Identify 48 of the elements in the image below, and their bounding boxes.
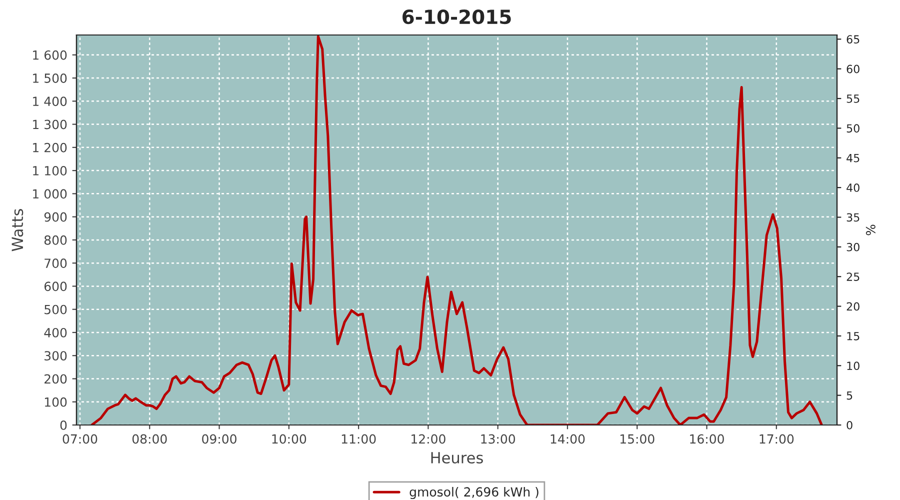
legend-label: gmosol( 2,696 kWh )	[410, 486, 538, 500]
y-tick-label: 100	[44, 397, 67, 407]
x-tick-label: 08:00	[132, 434, 167, 444]
y2-tick-label: 65	[846, 35, 860, 44]
y-tick-label: 1 100	[33, 166, 67, 176]
y2-tick-label: 35	[846, 213, 860, 222]
x-tick-label: 13:00	[481, 434, 516, 444]
y-tick-label: 1 400	[33, 96, 67, 106]
line-series	[90, 35, 823, 425]
y-tick-label: 400	[44, 328, 67, 338]
y-tick-label: 1 600	[33, 50, 67, 60]
y2-tick-label: 25	[846, 272, 860, 281]
y-tick-label: 0	[60, 420, 67, 430]
x-tick-label: 14:00	[550, 434, 585, 444]
chart-title: 6-10-2015	[402, 9, 511, 24]
y-tick-label: 900	[44, 212, 67, 222]
y2-tick-label: 15	[847, 332, 860, 340]
y2-tick-label: 45	[846, 154, 860, 162]
y2-tick-label: 55	[846, 94, 860, 103]
y2-tick-label: 60	[846, 64, 860, 74]
y2-tick-label: 5	[846, 391, 852, 400]
y-tick-label: 500	[44, 304, 67, 314]
x-tick-label: 16:00	[690, 434, 724, 444]
y-tick-label: 1 200	[33, 142, 67, 152]
x-tick-label: 17:00	[760, 434, 794, 444]
y-tick-label: 1 300	[33, 120, 67, 130]
x-tick-label: 10:00	[272, 434, 306, 444]
y-axis-title: Watts	[12, 209, 24, 252]
y-tick-label: 1 500	[33, 73, 67, 83]
x-tick-label: 07:00	[62, 434, 98, 444]
y2-tick-label: 40	[846, 184, 860, 192]
y2-tick-label: 10	[847, 362, 860, 370]
y-tick-label: 800	[44, 235, 67, 245]
x-tick-label: 11:00	[342, 434, 376, 444]
x-tick-label: 09:00	[202, 434, 236, 444]
y2-tick-label: 50	[846, 124, 860, 133]
y2-tick-label: 0	[846, 420, 852, 430]
y-tick-label: 600	[44, 282, 67, 292]
x-tick-label: 15:00	[620, 434, 654, 444]
y-tick-label: 200	[44, 374, 67, 384]
y2-axis-title: %	[866, 224, 876, 236]
x-axis-title: Heures	[431, 452, 483, 464]
y2-tick-label: 30	[846, 242, 860, 252]
y2-tick-label: 20	[846, 302, 860, 311]
y-tick-label: 1 000	[33, 189, 67, 199]
x-tick-label: 12:00	[412, 434, 446, 444]
y-tick-label: 300	[44, 351, 67, 361]
y-tick-label: 700	[44, 258, 67, 268]
